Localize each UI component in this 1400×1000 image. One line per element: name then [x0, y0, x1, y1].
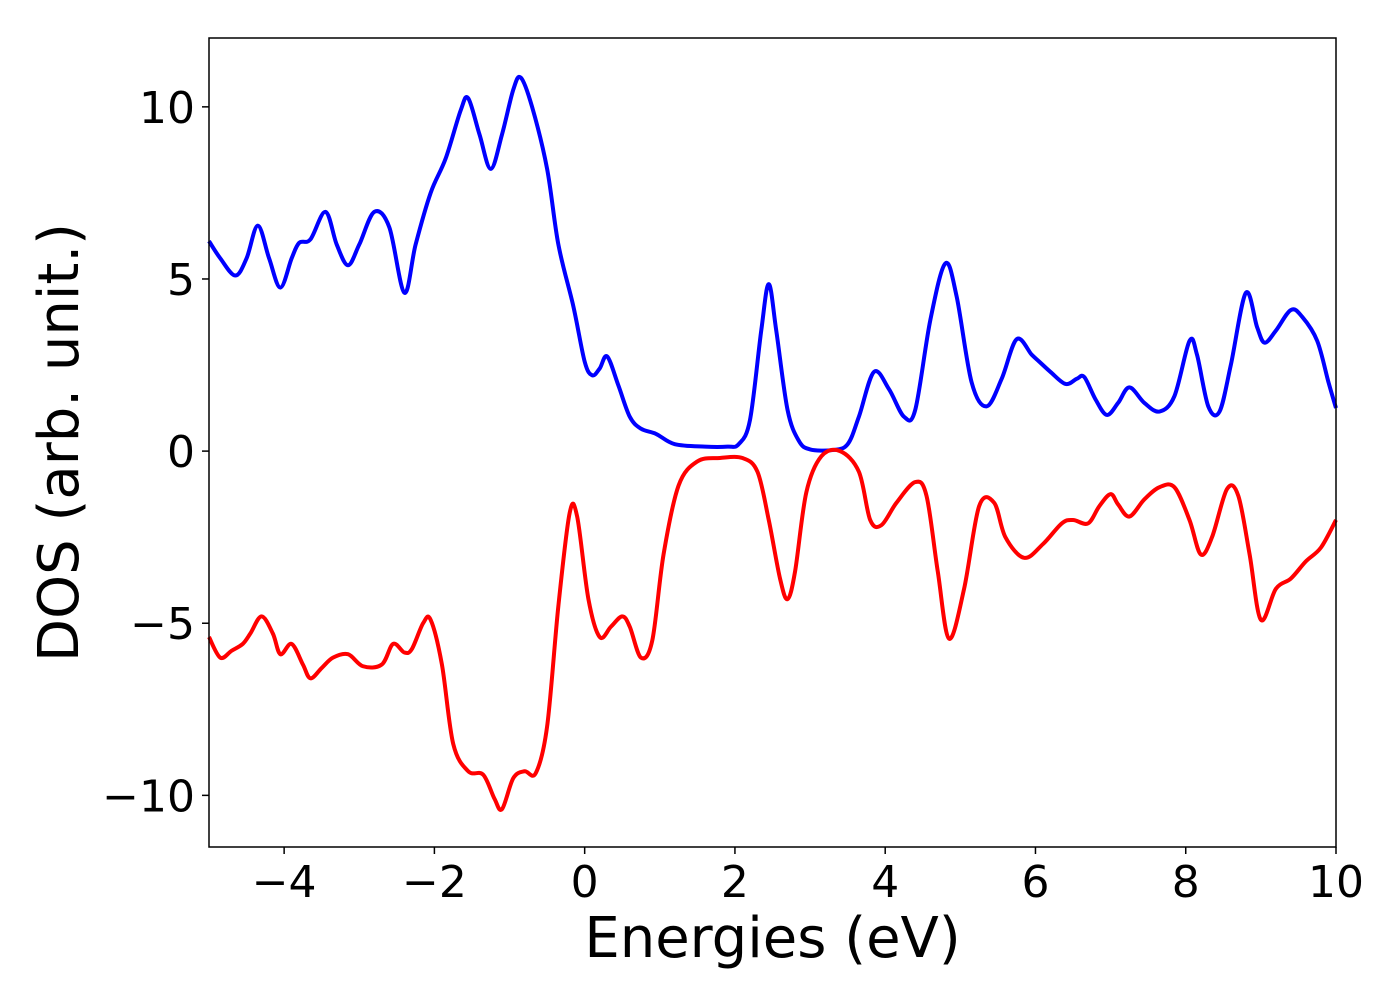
x-axis-ticks: −4 −2 0 2 4 6 8 10: [252, 847, 1364, 908]
y-axis-ticks: 10 5 0 −5 −10: [102, 83, 209, 822]
x-tick-label: −4: [252, 857, 317, 908]
y-tick-label: 10: [139, 83, 195, 134]
x-tick-label: 0: [571, 857, 599, 908]
series-layer: [207, 74, 1338, 812]
x-tick-label: 4: [871, 857, 899, 908]
y-tick-label: −10: [102, 771, 195, 822]
x-tick-label: −2: [402, 857, 467, 908]
x-axis-title: Energies (eV): [584, 906, 960, 971]
x-tick-label: 8: [1172, 857, 1200, 908]
y-axis-title: DOS (arb. unit.): [27, 223, 92, 662]
series-line-spin-up: [207, 74, 1338, 453]
series-line-spin-down: [207, 447, 1338, 812]
x-tick-label: 2: [721, 857, 749, 908]
x-tick-label: 6: [1021, 857, 1049, 908]
y-tick-label: 0: [167, 427, 195, 478]
plot-frame: [208, 37, 1337, 848]
y-tick-label: 5: [167, 255, 195, 306]
y-tick-label: −5: [130, 599, 195, 650]
x-tick-label: 10: [1308, 857, 1364, 908]
